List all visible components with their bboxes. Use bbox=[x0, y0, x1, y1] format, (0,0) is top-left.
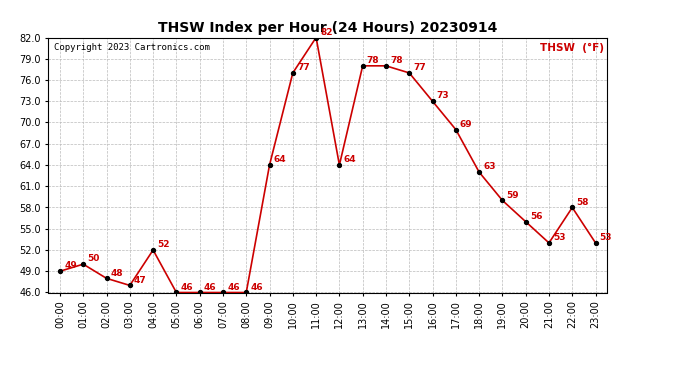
Text: 47: 47 bbox=[134, 276, 147, 285]
Point bbox=[124, 282, 135, 288]
Text: 46: 46 bbox=[250, 283, 263, 292]
Point bbox=[264, 162, 275, 168]
Text: 64: 64 bbox=[274, 155, 286, 164]
Point bbox=[310, 34, 322, 40]
Point bbox=[520, 219, 531, 225]
Point bbox=[241, 290, 252, 296]
Title: THSW Index per Hour (24 Hours) 20230914: THSW Index per Hour (24 Hours) 20230914 bbox=[158, 21, 497, 35]
Text: 78: 78 bbox=[390, 56, 403, 65]
Text: 63: 63 bbox=[483, 162, 496, 171]
Point bbox=[171, 290, 182, 296]
Text: 77: 77 bbox=[297, 63, 310, 72]
Text: 78: 78 bbox=[367, 56, 380, 65]
Point bbox=[473, 169, 484, 175]
Point bbox=[380, 63, 391, 69]
Text: 52: 52 bbox=[157, 240, 170, 249]
Text: 48: 48 bbox=[110, 268, 124, 278]
Text: 59: 59 bbox=[506, 190, 519, 200]
Text: 56: 56 bbox=[530, 212, 542, 221]
Text: 82: 82 bbox=[320, 28, 333, 37]
Point bbox=[101, 275, 112, 281]
Point bbox=[427, 98, 438, 104]
Text: 64: 64 bbox=[344, 155, 356, 164]
Point bbox=[55, 268, 66, 274]
Text: 46: 46 bbox=[204, 283, 217, 292]
Point bbox=[566, 204, 578, 210]
Text: 46: 46 bbox=[181, 283, 193, 292]
Text: 50: 50 bbox=[88, 254, 100, 263]
Point bbox=[451, 127, 462, 133]
Point bbox=[497, 197, 508, 203]
Text: Copyright 2023 Cartronics.com: Copyright 2023 Cartronics.com bbox=[54, 43, 210, 52]
Point bbox=[78, 261, 89, 267]
Text: 73: 73 bbox=[437, 92, 449, 100]
Point bbox=[334, 162, 345, 168]
Point bbox=[590, 240, 601, 246]
Text: 46: 46 bbox=[227, 283, 239, 292]
Point bbox=[217, 290, 228, 296]
Text: 69: 69 bbox=[460, 120, 473, 129]
Text: 53: 53 bbox=[600, 233, 612, 242]
Point bbox=[357, 63, 368, 69]
Point bbox=[287, 70, 298, 76]
Text: 77: 77 bbox=[413, 63, 426, 72]
Point bbox=[148, 247, 159, 253]
Text: 49: 49 bbox=[64, 261, 77, 270]
Point bbox=[404, 70, 415, 76]
Point bbox=[544, 240, 555, 246]
Text: 58: 58 bbox=[576, 198, 589, 207]
Text: 53: 53 bbox=[553, 233, 566, 242]
Text: THSW  (°F): THSW (°F) bbox=[540, 43, 604, 52]
Point bbox=[194, 290, 205, 296]
